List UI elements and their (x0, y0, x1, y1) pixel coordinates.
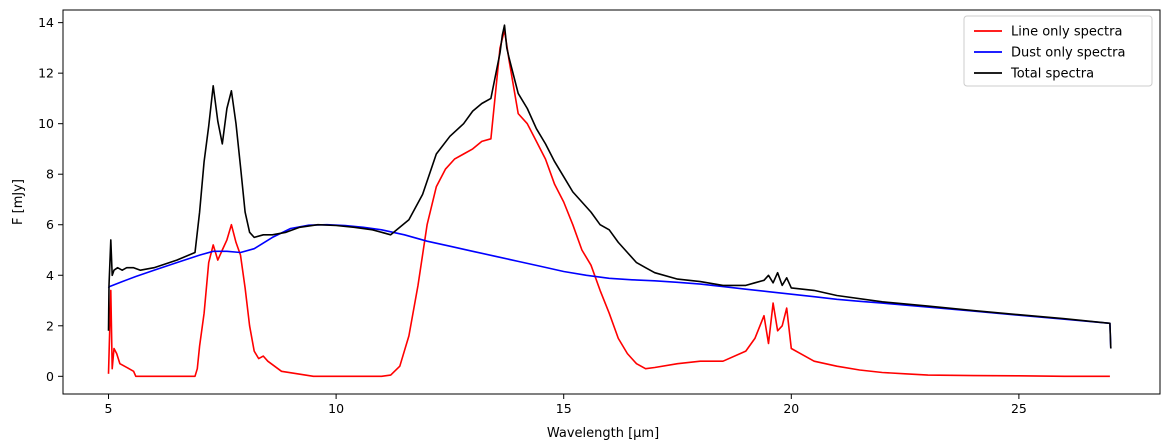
y-tick-label: 6 (46, 217, 54, 232)
series-line-dust-only-spectra (107, 223, 1112, 349)
y-axis-label: F [mJy] (11, 179, 26, 225)
x-tick-label: 20 (783, 401, 799, 416)
series-line-line-only-spectra (107, 29, 1110, 378)
series-layer (107, 24, 1112, 378)
y-tick-label: 4 (46, 268, 54, 283)
legend: Line only spectra Dust only spectra Total … (963, 15, 1153, 87)
legend-label: Line only spectra (1011, 25, 1122, 40)
y-tick-label: 8 (46, 167, 54, 182)
x-tick-label: 10 (328, 401, 344, 416)
x-tick-label: 15 (556, 401, 572, 416)
y-tick-label: 12 (38, 66, 54, 81)
legend-label: Dust only spectra (1011, 46, 1125, 61)
x-tick-label: 5 (105, 401, 113, 416)
legend-label: Total spectra (1010, 67, 1094, 82)
y-tick-label: 14 (38, 15, 54, 30)
y-tick-label: 0 (46, 369, 54, 384)
x-tick-label: 25 (1011, 401, 1027, 416)
plot-frame (62, 9, 1161, 395)
y-axis-ticks: 0 2 4 6 8 10 12 14 (38, 15, 63, 384)
y-tick-label: 10 (38, 116, 54, 131)
x-axis-label: Wavelength [μm] (547, 426, 659, 441)
y-tick-label: 2 (46, 318, 54, 333)
legend-box (963, 15, 1153, 87)
x-axis-ticks: 5 10 15 20 25 (105, 394, 1027, 416)
plot-area (107, 24, 1112, 378)
series-line-total-spectra (107, 24, 1112, 349)
